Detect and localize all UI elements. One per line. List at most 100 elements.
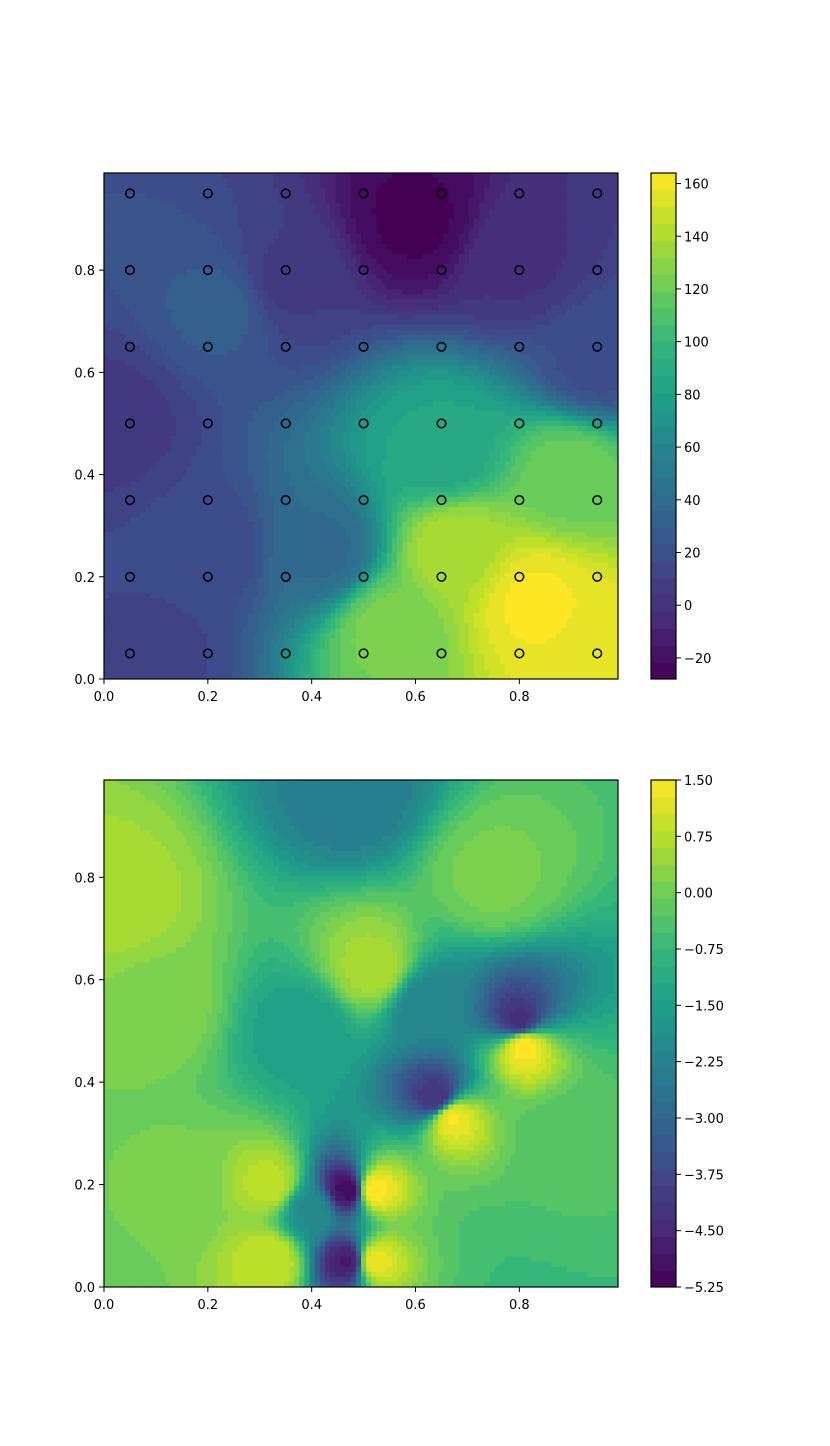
contour-cell <box>124 218 131 225</box>
contour-cell <box>304 264 311 270</box>
contour-cell <box>546 309 552 316</box>
contour-cell <box>175 360 182 366</box>
contour-cell <box>432 380 439 387</box>
contour-cell <box>422 350 429 356</box>
contour-cell <box>268 385 275 392</box>
contour-cell <box>109 395 115 402</box>
contour-cell <box>391 395 398 402</box>
contour-cell <box>114 324 121 331</box>
contour-cell <box>201 243 208 250</box>
contour-cell <box>314 339 321 346</box>
contour-cell <box>335 264 342 270</box>
contour-cell <box>273 183 280 189</box>
contour-cell <box>597 400 604 407</box>
contour-cell <box>181 178 187 184</box>
contour-cell <box>525 274 532 280</box>
contour-cell <box>458 360 465 366</box>
contour-cell <box>330 339 336 346</box>
contour-cell <box>217 334 223 341</box>
contour-cell <box>504 253 511 260</box>
contour-cell <box>237 334 244 341</box>
contour-cell <box>309 203 316 210</box>
contour-cell <box>258 253 264 260</box>
contour-cell <box>330 400 336 407</box>
contour-cell <box>129 218 136 225</box>
contour-cell <box>104 365 110 371</box>
contour-cell <box>232 198 239 204</box>
contour-cell <box>196 375 203 382</box>
contour-cell <box>304 183 311 189</box>
contour-cell <box>463 339 470 346</box>
contour-cell <box>438 385 444 392</box>
contour-cell <box>561 395 568 402</box>
contour-cell <box>165 253 172 260</box>
contour-cell <box>253 360 259 366</box>
contour-cell <box>602 410 609 417</box>
contour-cell <box>294 299 300 306</box>
contour-cell <box>427 365 434 371</box>
contour-cell <box>232 410 239 417</box>
contour-cell <box>211 309 218 316</box>
contour-cell <box>453 294 460 301</box>
contour-cell <box>217 329 223 336</box>
contour-cell <box>366 193 372 199</box>
contour-cell <box>376 253 383 260</box>
contour-cell <box>191 213 198 220</box>
contour-cell <box>474 304 480 311</box>
contour-cell <box>345 415 352 422</box>
contour-cell <box>253 233 259 240</box>
contour-cell <box>278 248 285 255</box>
contour-cell <box>566 304 573 311</box>
contour-cell <box>253 193 259 199</box>
contour-cell <box>510 345 516 351</box>
contour-cell <box>561 339 568 346</box>
contour-cell <box>494 253 501 260</box>
contour-cell <box>474 365 480 371</box>
contour-cell <box>201 314 208 321</box>
contour-cell <box>520 370 527 376</box>
contour-cell <box>546 390 552 397</box>
contour-cell <box>170 223 177 230</box>
contour-cell <box>576 329 583 336</box>
contour-cell <box>407 274 413 280</box>
contour-cell <box>386 243 393 250</box>
contour-cell <box>361 299 367 306</box>
contour-cell <box>602 264 609 270</box>
contour-cell <box>330 274 336 280</box>
contour-cell <box>453 289 460 296</box>
contour-cell <box>294 339 300 346</box>
contour-cell <box>299 395 306 402</box>
contour-cell <box>283 203 290 210</box>
contour-cell <box>556 334 563 341</box>
contour-cell <box>479 233 485 240</box>
contour-cell <box>443 395 449 402</box>
contour-cell <box>402 223 408 230</box>
contour-cell <box>489 390 496 397</box>
contour-cell <box>191 198 198 204</box>
contour-cell <box>587 319 593 326</box>
contour-cell <box>525 350 532 356</box>
contour-cell <box>345 395 352 402</box>
contour-cell <box>355 410 362 417</box>
contour-cell <box>211 400 218 407</box>
contour-cell <box>566 173 573 179</box>
contour-cell <box>242 264 249 270</box>
contour-cell <box>438 329 444 336</box>
contour-cell <box>237 173 244 179</box>
contour-cell <box>217 314 223 321</box>
contour-cell <box>504 203 511 210</box>
contour-cell <box>355 395 362 402</box>
contour-cell <box>582 400 588 407</box>
contour-cell <box>109 193 115 199</box>
contour-cell <box>309 253 316 260</box>
contour-cell <box>602 360 609 366</box>
contour-cell <box>114 178 121 184</box>
contour-cell <box>504 350 511 356</box>
contour-cell <box>134 264 141 270</box>
contour-cell <box>258 193 264 199</box>
contour-cell <box>453 274 460 280</box>
contour-cell <box>551 173 557 179</box>
contour-cell <box>304 370 311 376</box>
contour-cell <box>196 294 203 301</box>
contour-cell <box>129 208 136 215</box>
